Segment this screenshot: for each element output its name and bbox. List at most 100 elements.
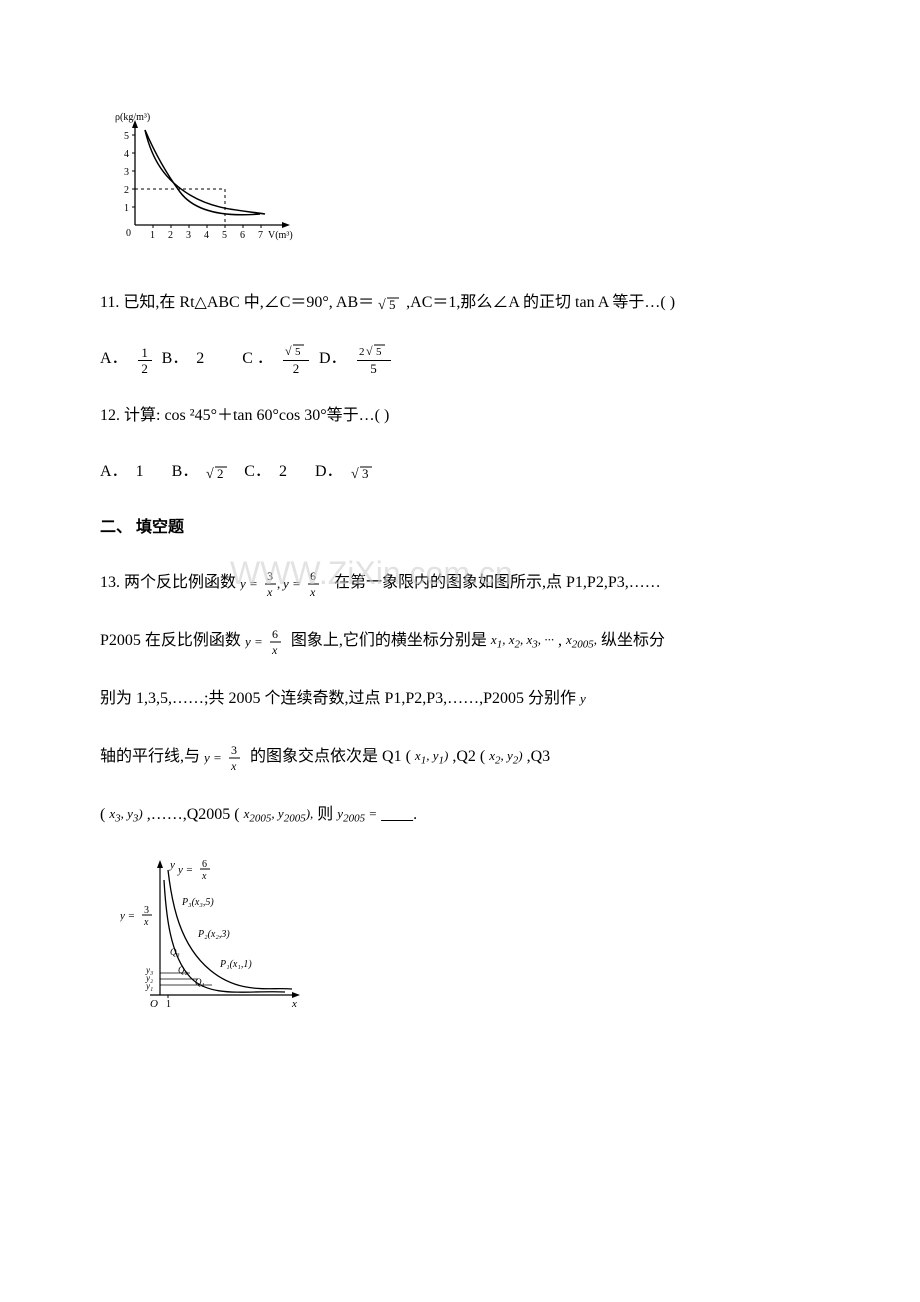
svg-text:√: √ xyxy=(206,467,214,482)
section-2-heading: 二、 填空题 xyxy=(100,510,820,545)
svg-text:√: √ xyxy=(378,298,386,313)
q12-option-a: 1 xyxy=(136,454,144,489)
q11-options: A． 12 B． 2 C ． √5 2 D． 2√5 5 xyxy=(100,341,820,376)
q13-line4: 轴的平行线,与 y = 3 x 的图象交点依次是 Q1 ( x1, y1) ,Q… xyxy=(100,737,820,777)
q12-option-a-label: A． xyxy=(100,454,128,489)
q12-option-b: √2 xyxy=(206,454,230,489)
q13-l5-pre: ( xyxy=(100,806,105,823)
svg-text:P₂(x₂,3): P₂(x₂,3) xyxy=(197,929,230,940)
density-volume-chart: 1 2 3 4 5 1 2 3 4 5 6 7 ρ(kg/m³) V(m³) 0 xyxy=(110,110,820,258)
q12-options: A． 1 B． √2 C． 2 D． √3 xyxy=(100,454,820,489)
q13-line3: 别为 1,3,5,……;共 2005 个连续奇数,过点 P1,P2,P3,……,… xyxy=(100,679,820,719)
svg-text:2: 2 xyxy=(168,230,173,241)
q11-option-d-label: D． xyxy=(319,341,347,376)
svg-text:4: 4 xyxy=(124,149,129,160)
svg-text:3: 3 xyxy=(186,230,191,241)
svg-text:x: x xyxy=(291,998,297,1010)
q13-formula9: x2005, y2005), xyxy=(244,798,314,833)
q13-formula1: y = 3 x , y = 6 x xyxy=(240,567,330,600)
svg-text:x: x xyxy=(201,871,207,882)
q13-l5-post xyxy=(381,806,413,823)
q12-option-b-label: B． xyxy=(172,454,199,489)
svg-text:6: 6 xyxy=(240,230,245,241)
q12-text: 12. 计算: cos ²45°＋tan 60°cos 30°等于…( ) xyxy=(100,407,389,424)
chart1-svg: 1 2 3 4 5 1 2 3 4 5 6 7 ρ(kg/m³) V(m³) 0 xyxy=(110,110,300,245)
svg-text:7: 7 xyxy=(258,230,263,241)
svg-text:y: y xyxy=(169,859,175,871)
q12-option-c-label: C． xyxy=(244,454,271,489)
svg-text:6: 6 xyxy=(310,569,316,583)
q13-l2-pre: P2005 在反比例函数 xyxy=(100,632,241,649)
q13-l2-post: 纵坐标分 xyxy=(601,632,665,649)
svg-text:Q₃: Q₃ xyxy=(170,947,180,957)
svg-text:1: 1 xyxy=(150,230,155,241)
svg-text:1: 1 xyxy=(124,203,129,214)
q11-option-b-label: B． xyxy=(162,341,189,376)
q13-l5-mid: ,……,Q2005 ( xyxy=(147,806,240,823)
svg-text:y₁: y₁ xyxy=(145,981,153,991)
svg-text:5: 5 xyxy=(222,230,227,241)
svg-text:2: 2 xyxy=(124,185,129,196)
svg-text:O: O xyxy=(150,998,158,1010)
svg-text:Q₂: Q₂ xyxy=(178,965,188,975)
q11-option-c-label: C ． xyxy=(242,341,273,376)
q13-l2-mid2: , xyxy=(558,632,566,649)
svg-text:1: 1 xyxy=(166,999,171,1010)
svg-text:5: 5 xyxy=(295,346,301,357)
svg-text:3: 3 xyxy=(144,905,149,916)
q13-formula6: x1, y1) xyxy=(415,740,448,775)
q13-line5: ( x3, y3) ,……,Q2005 ( x2005, y2005), 则 y… xyxy=(100,795,820,835)
question-11: 11. 已知,在 Rt△ABC 中,∠C＝90°, AB＝ √5 ,AC＝1,那… xyxy=(100,283,820,323)
q13-l3: 别为 1,3,5,……;共 2005 个连续奇数,过点 P1,P2,P3,……,… xyxy=(100,690,576,707)
q13-l4-post: ,Q3 xyxy=(527,748,551,765)
chart1-ylabel: ρ(kg/m³) xyxy=(115,112,150,123)
q13-formula8: x3, y3) xyxy=(109,798,142,833)
q13-l4-mid: 的图象交点依次是 Q1 ( xyxy=(250,748,411,765)
reciprocal-functions-chart: y y = 6 x y = 3 x P₃(x₃,5) P₂(x₂,3) P₁(x… xyxy=(120,855,820,1028)
svg-text:y =: y = xyxy=(177,864,193,876)
q11-option-c: √5 2 xyxy=(283,342,309,376)
svg-text:3: 3 xyxy=(231,743,237,757)
q13-l1-post: 在第一象限内的图象如图所示,点 P1,P2,P3,…… xyxy=(334,574,661,591)
q12-option-c: 2 xyxy=(279,454,287,489)
q13-l1-pre: 13. 两个反比例函数 xyxy=(100,574,236,591)
q13-formula10: y2005 = xyxy=(337,798,377,833)
svg-text:√: √ xyxy=(285,344,292,357)
svg-text:0: 0 xyxy=(126,228,131,239)
svg-text:x: x xyxy=(230,759,237,773)
chart1-xlabel: V(m³) xyxy=(268,230,293,241)
q13-formula7: x2, y2) xyxy=(489,740,522,775)
q13-l2-mid: 图象上,它们的横坐标分别是 xyxy=(291,632,487,649)
q13-l4-mid2: ,Q2 ( xyxy=(452,748,485,765)
svg-text:y =: y = xyxy=(245,634,263,649)
svg-text:x: x xyxy=(271,643,278,657)
q11-sqrt5: √5 xyxy=(378,287,402,320)
svg-text:√: √ xyxy=(351,467,359,482)
svg-text:P₁(x₁,1): P₁(x₁,1) xyxy=(219,959,252,970)
q11-option-d: 2√5 5 xyxy=(357,342,391,376)
svg-text:4: 4 xyxy=(204,230,209,241)
svg-text:y =: y = xyxy=(281,576,301,591)
q12-option-d-label: D． xyxy=(315,454,343,489)
q11-option-b: 2 xyxy=(196,341,204,376)
svg-text:5: 5 xyxy=(376,346,382,357)
q11-option-a: 12 xyxy=(138,345,152,376)
q11-text-post: ,AC＝1,那么∠A 的正切 tan A 等于…( ) xyxy=(406,294,675,311)
svg-text:Q₁: Q₁ xyxy=(195,977,205,987)
svg-text:6: 6 xyxy=(272,627,278,641)
q12-option-d: √3 xyxy=(351,454,375,489)
q13-formula5: y = 3 x xyxy=(204,741,246,774)
q13-l5-mid2: 则 xyxy=(317,806,333,823)
svg-text:2: 2 xyxy=(217,466,224,481)
svg-text:6: 6 xyxy=(202,859,207,870)
svg-text:y =: y = xyxy=(204,750,222,765)
q11-text-pre: 11. 已知,在 Rt△ABC 中,∠C＝90°, AB＝ xyxy=(100,294,374,311)
svg-text:y =: y = xyxy=(120,910,135,922)
q13-l3-end: y xyxy=(580,683,586,716)
q11-option-a-label: A． xyxy=(100,341,128,376)
svg-text:,: , xyxy=(277,576,280,591)
svg-text:5: 5 xyxy=(124,131,129,142)
svg-text:2: 2 xyxy=(359,346,365,357)
svg-text:√: √ xyxy=(366,344,373,357)
svg-text:3: 3 xyxy=(362,466,369,481)
